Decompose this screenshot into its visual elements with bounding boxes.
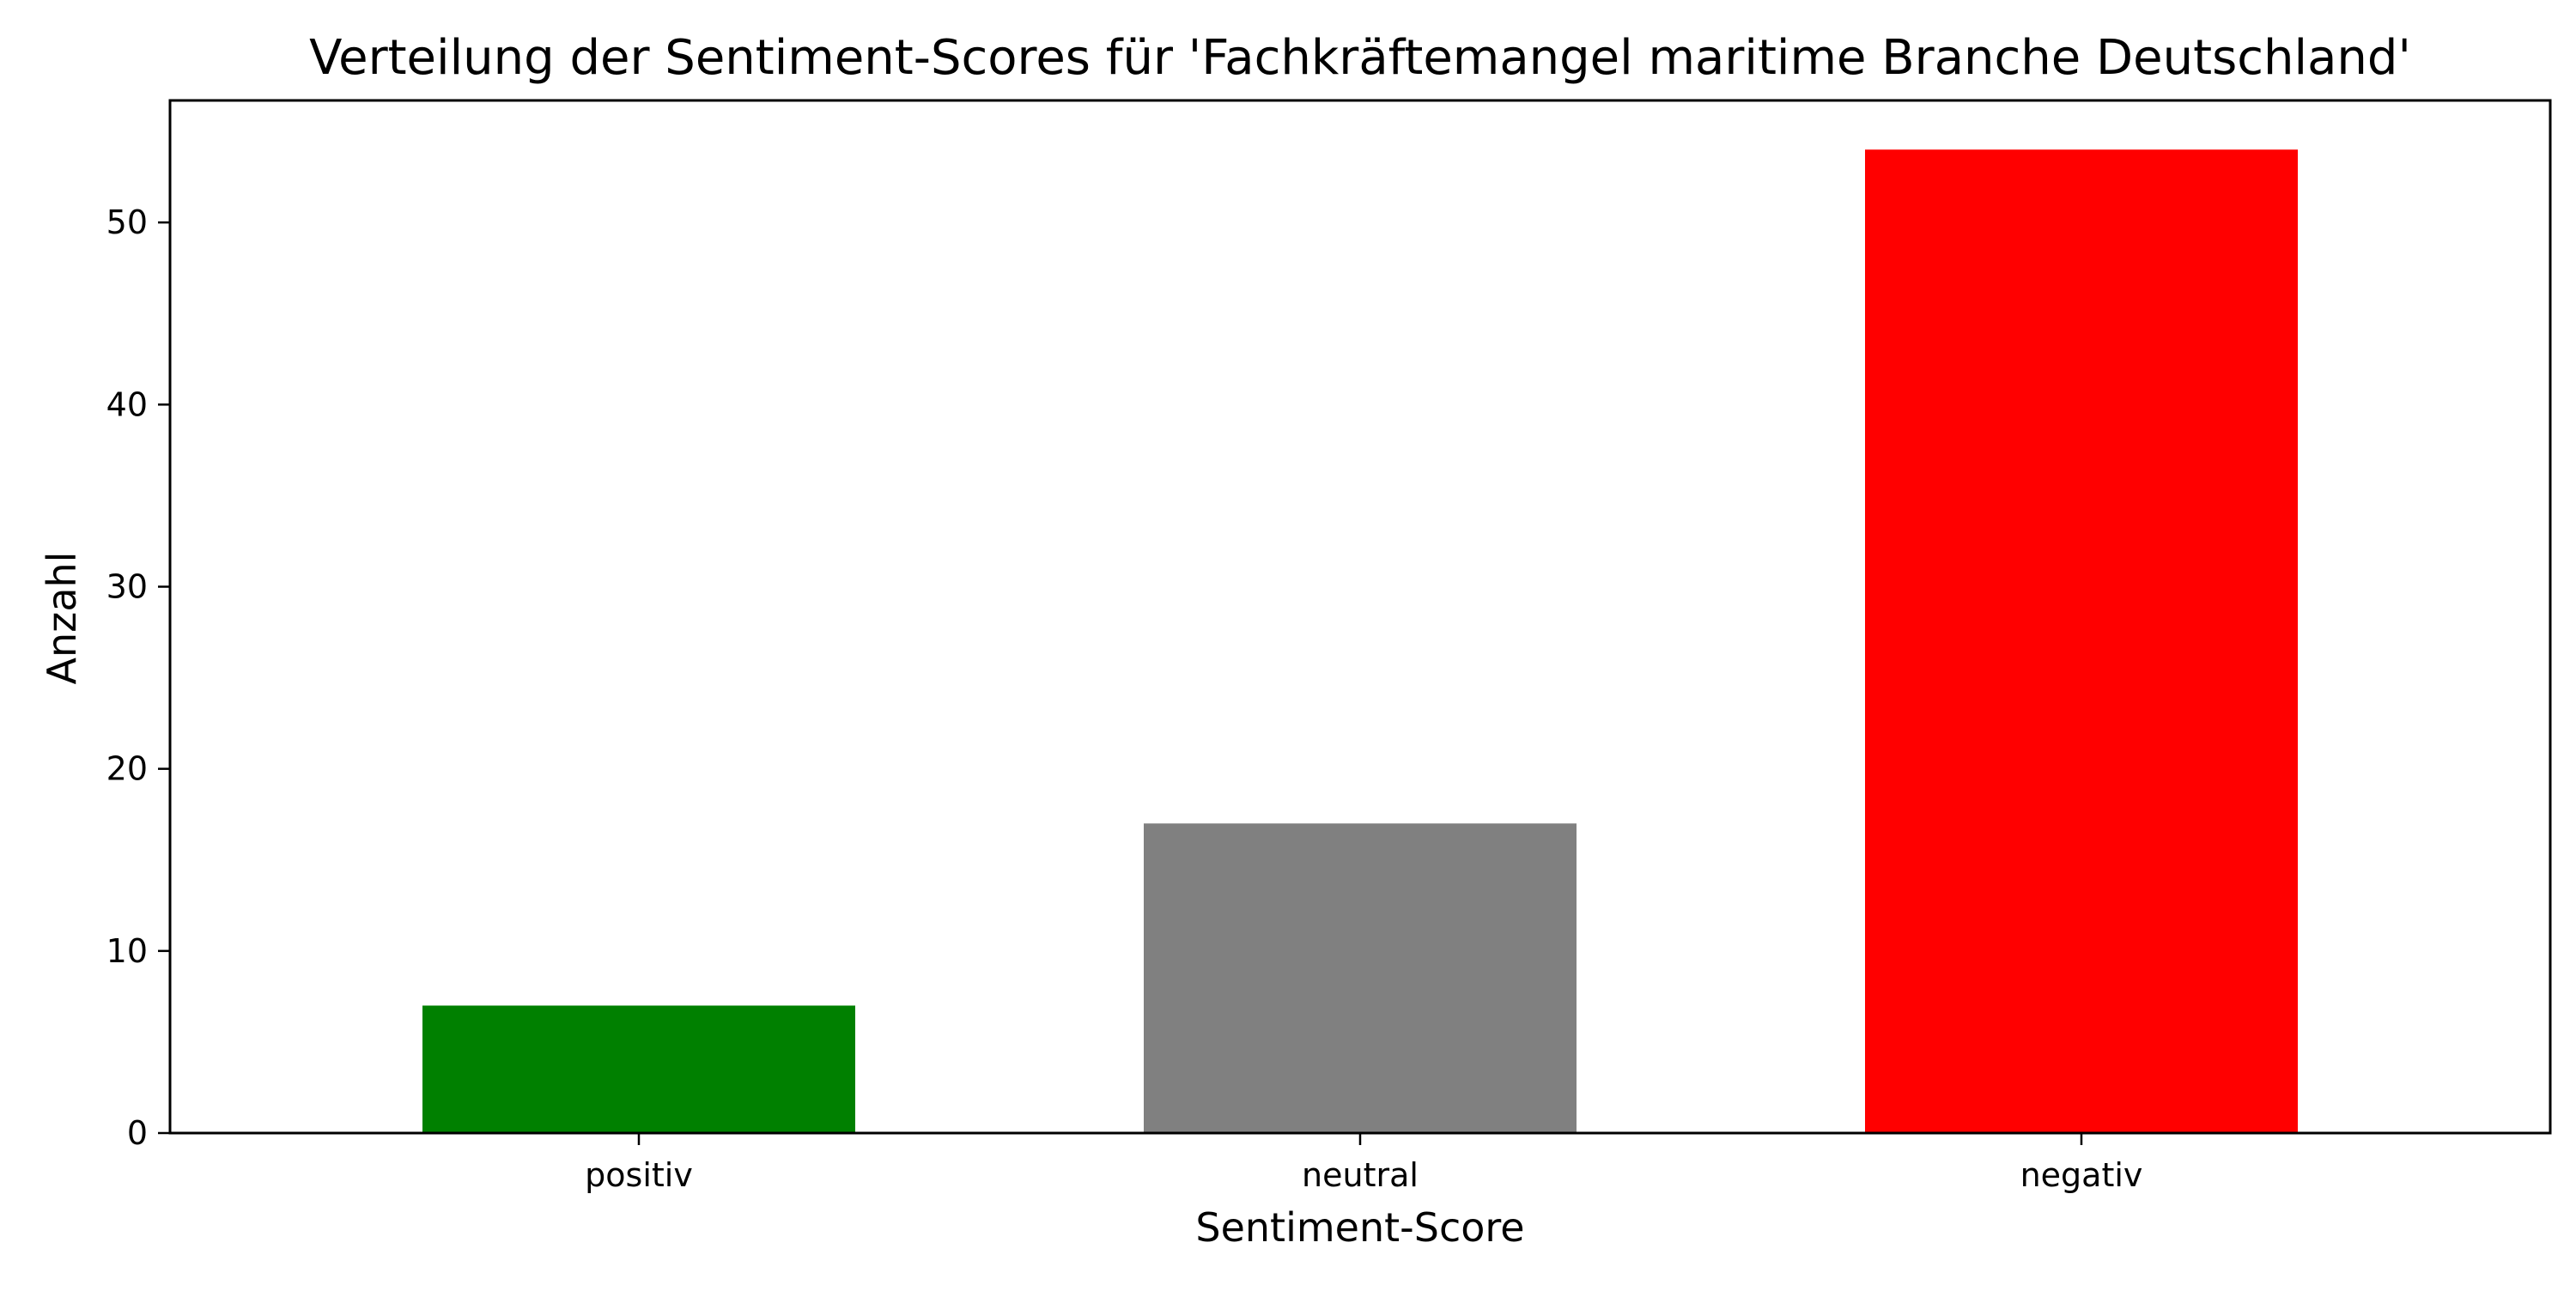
y-tick-label: 50 (106, 203, 148, 241)
bars-layer (422, 149, 2298, 1133)
x-tick-label: neutral (1302, 1156, 1419, 1194)
x-axis-label: Sentiment-Score (1195, 1204, 1524, 1251)
bar-neutral (1144, 823, 1577, 1133)
y-tick-label: 40 (106, 385, 148, 423)
bar-negativ (1865, 149, 2298, 1133)
y-axis-label: Anzahl (39, 552, 85, 685)
bar-positiv (422, 1005, 855, 1133)
x-axis-ticks: positiv neutral negativ (585, 1133, 2142, 1194)
x-tick-label: positiv (585, 1156, 693, 1194)
y-tick-label: 20 (106, 750, 148, 788)
x-tick-label: negativ (2020, 1156, 2143, 1194)
y-tick-label: 0 (127, 1114, 148, 1152)
chart-title: Verteilung der Sentiment-Scores für 'Fac… (309, 30, 2411, 86)
y-tick-label: 30 (106, 567, 148, 605)
y-axis-ticks: 0 10 20 30 40 50 (106, 203, 170, 1152)
y-tick-label: 10 (106, 932, 148, 970)
